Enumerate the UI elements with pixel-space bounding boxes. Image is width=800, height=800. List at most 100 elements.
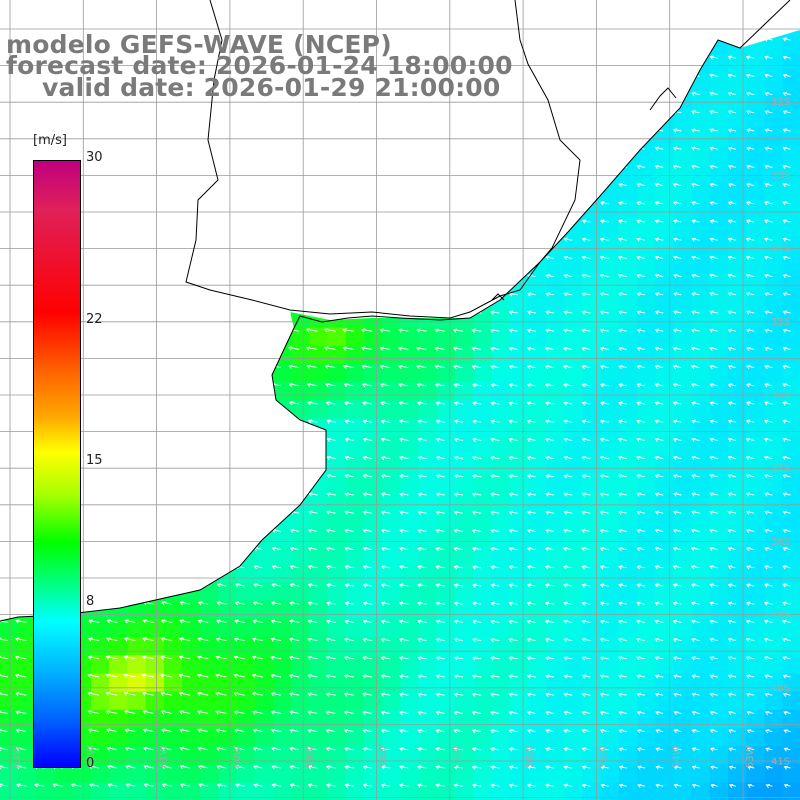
wind-cell xyxy=(782,273,800,292)
wind-cell xyxy=(236,582,256,602)
wind-cell xyxy=(691,127,711,147)
wind-cell xyxy=(764,509,784,529)
wind-cell xyxy=(509,582,529,602)
wind-cell xyxy=(600,400,620,420)
wind-cell xyxy=(691,509,711,529)
wind-cell xyxy=(691,200,711,219)
wind-cell xyxy=(618,546,638,565)
wind-cell xyxy=(782,236,800,256)
wind-cell xyxy=(673,127,693,147)
wind-cell xyxy=(691,182,711,201)
wind-cell xyxy=(618,364,638,383)
wind-cell xyxy=(618,309,638,329)
wind-cell xyxy=(709,418,729,438)
wind-cell xyxy=(709,163,729,183)
wind-cell xyxy=(509,455,529,474)
wind-cell xyxy=(691,455,711,474)
wind-cell xyxy=(746,546,765,565)
wind-cell xyxy=(364,345,383,365)
wind-cell xyxy=(673,509,693,529)
wind-cell xyxy=(291,327,310,347)
wind-cell xyxy=(400,400,420,420)
wind-cell xyxy=(637,273,656,292)
wind-cell xyxy=(564,509,583,529)
wind-cell xyxy=(618,400,638,420)
wind-cell xyxy=(600,546,620,565)
wind-cell xyxy=(728,509,747,529)
wind-cell xyxy=(746,455,765,474)
wind-cell xyxy=(418,327,438,347)
wind-cell xyxy=(746,54,765,74)
wind-cell xyxy=(600,491,620,511)
wind-cell xyxy=(728,291,747,310)
wind-cell xyxy=(273,582,292,602)
wind-cell xyxy=(291,382,310,401)
wind-cell xyxy=(473,582,492,602)
wind-cell xyxy=(637,546,656,565)
wind-cell xyxy=(691,145,711,165)
wind-cell xyxy=(764,145,784,165)
wind-cell xyxy=(509,546,529,565)
wind-cell xyxy=(764,218,784,238)
wind-cell xyxy=(418,527,438,547)
wind-cell xyxy=(527,364,547,383)
wind-cell xyxy=(782,127,800,147)
wind-cell xyxy=(728,582,747,602)
wind-cell xyxy=(254,618,274,638)
wind-cell xyxy=(418,455,438,474)
wind-cell xyxy=(455,473,474,492)
wind-cell xyxy=(473,509,492,529)
wind-cell xyxy=(527,473,547,492)
wind-cell xyxy=(709,127,729,147)
wind-cell xyxy=(691,327,711,347)
wind-cell xyxy=(764,291,784,310)
wind-cell xyxy=(746,382,765,401)
wind-cell xyxy=(364,509,383,529)
wind-cell xyxy=(673,309,693,329)
longitude-label: 55W xyxy=(598,745,609,768)
wind-cell xyxy=(728,618,747,638)
wind-cell xyxy=(400,382,420,401)
wind-cell xyxy=(364,455,383,474)
wind-cell xyxy=(182,618,201,638)
wind-cell xyxy=(382,436,401,456)
longitude-label: 57W xyxy=(452,745,463,768)
wind-cell xyxy=(709,546,729,565)
wind-cell xyxy=(618,418,638,438)
wind-cell xyxy=(673,473,693,492)
wind-cell xyxy=(364,436,383,456)
wind-cell xyxy=(546,455,565,474)
wind-cell xyxy=(564,418,583,438)
wind-cell xyxy=(637,582,656,602)
wind-cell xyxy=(673,236,693,256)
wind-cell xyxy=(782,509,800,529)
wind-cell xyxy=(746,418,765,438)
wind-cell xyxy=(0,618,19,638)
wind-cell xyxy=(691,91,711,110)
wind-cell xyxy=(345,400,365,420)
wind-cell xyxy=(764,36,784,56)
wind-cell xyxy=(709,382,729,401)
wind-cell xyxy=(728,382,747,401)
wind-cell xyxy=(527,418,547,438)
wind-cell xyxy=(782,36,800,56)
wind-cell xyxy=(782,382,800,401)
wind-cell xyxy=(746,291,765,310)
wind-cell xyxy=(382,509,401,529)
wind-cell xyxy=(764,182,784,201)
wind-cell xyxy=(691,400,711,420)
wind-cell xyxy=(436,418,456,438)
wind-cell xyxy=(273,546,292,565)
wind-cell xyxy=(709,273,729,292)
wind-cell xyxy=(491,327,511,347)
wind-cell xyxy=(728,436,747,456)
wind-cell xyxy=(364,473,383,492)
wind-cell xyxy=(436,582,456,602)
wind-cell xyxy=(782,163,800,183)
latitude-label: 32S xyxy=(771,97,790,108)
wind-cell xyxy=(728,455,747,474)
wind-cell xyxy=(382,327,401,347)
wind-cell xyxy=(637,182,656,201)
wind-cell xyxy=(564,327,583,347)
